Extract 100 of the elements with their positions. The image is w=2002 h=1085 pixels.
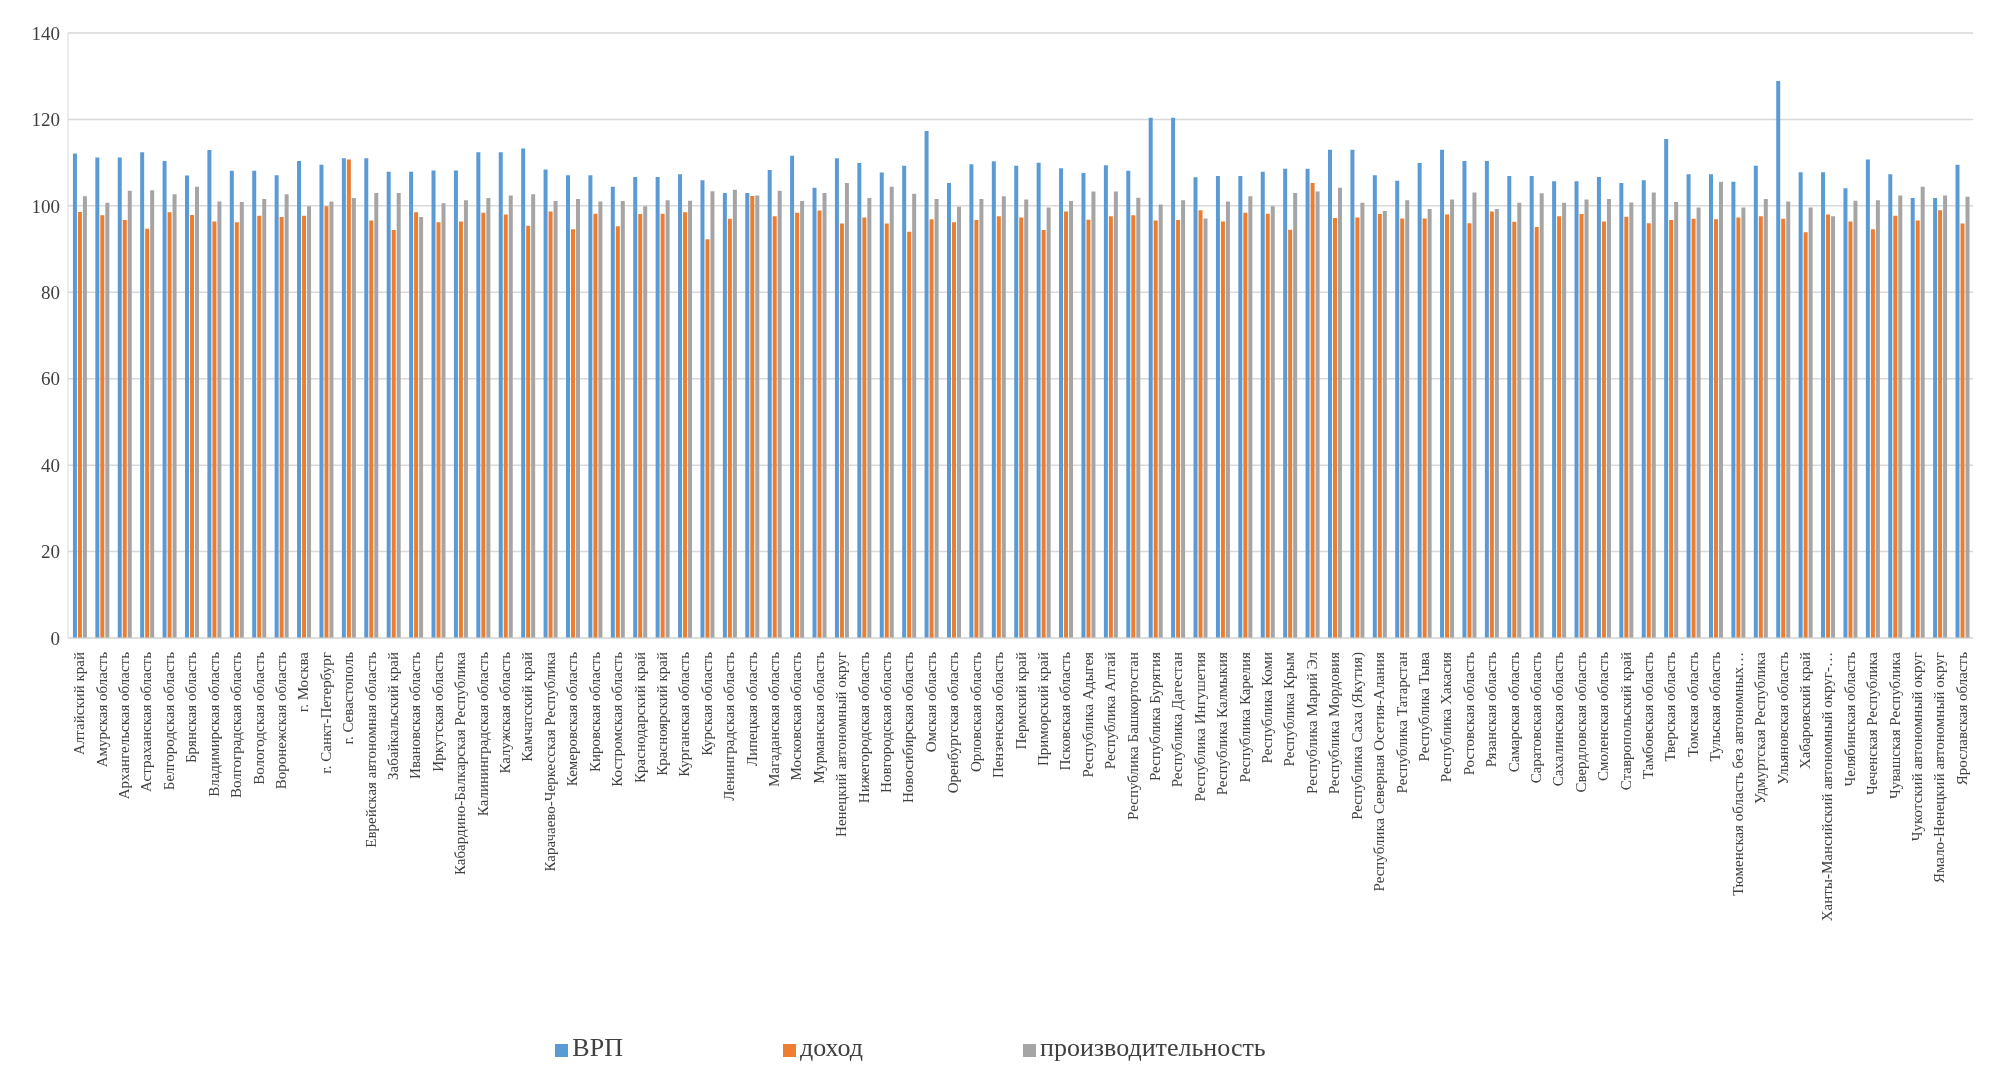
x-tick-label: Приморский край [1034,652,1051,767]
y-tick-label: 40 [41,454,60,476]
bar [1086,219,1091,638]
bar [1539,193,1544,638]
x-tick-label: Самарская область [1505,651,1522,773]
bar [1225,201,1230,638]
bar [1669,220,1674,638]
bar [912,193,917,638]
bar [1763,198,1768,638]
x-tick-label: Ненецкий автономный округ [833,652,850,837]
bar [1310,182,1315,638]
bar [122,220,127,638]
bar [1215,176,1220,638]
x-tick-label: Новгородская область [878,651,895,793]
bar [105,202,110,638]
bar [1848,221,1853,638]
x-tick-label: Камчатский край [519,652,536,762]
bar [150,190,155,638]
bar [262,198,267,638]
bar [436,222,441,638]
bar [1148,117,1153,638]
bar [1741,207,1746,638]
bar [1664,138,1669,638]
bar [329,201,334,638]
x-tick-label: Алтайский край [71,652,88,755]
bar [1641,180,1646,638]
x-tick-label: Саратовская область [1527,651,1544,784]
bar [82,196,87,638]
bar [1103,165,1108,638]
x-tick-label: Владимирская область [205,651,222,797]
x-tick-label: Томская область [1684,651,1701,757]
x-tick-label: Ямало-Ненецкий автономный округ [1931,652,1948,884]
bar [441,203,446,638]
bar [951,222,956,638]
bar [72,153,77,638]
bar [1467,223,1472,638]
bar [189,214,194,638]
x-tick-label: Республика Ингушетия [1191,651,1208,802]
bar [1606,198,1611,638]
bar [364,158,369,638]
bar [745,192,750,638]
bar [548,211,553,638]
bar [374,192,379,638]
bar [907,231,912,638]
bar [575,198,580,638]
bar [498,152,503,638]
x-tick-label: Калужская область [497,651,514,774]
bar [1512,221,1517,638]
bar [1265,213,1270,638]
bar [140,152,145,638]
bar [1091,191,1096,638]
bar [790,155,795,638]
y-tick-label: 80 [41,282,60,304]
bar [1920,186,1925,638]
bar [1798,172,1803,638]
bar [1552,181,1557,638]
bar [284,194,289,638]
bar [307,206,312,638]
bar [95,157,100,638]
x-tick-label: Смоленская область [1595,651,1612,781]
x-tick-label: Чеченская Республика [1864,651,1881,795]
bar [1305,168,1310,638]
bar [678,174,683,638]
x-tick-label: Нижегородская область [855,651,872,804]
bar [1843,188,1848,638]
bar [117,157,122,638]
bar [1826,214,1831,638]
bar [77,211,82,638]
bar [1865,159,1870,638]
bar [1646,223,1651,638]
bar [508,195,513,638]
legend-label: ВРП [572,1033,623,1062]
bar [969,164,974,638]
bar [207,150,212,638]
bar [929,219,934,638]
bar [1507,176,1512,638]
bar [1198,210,1203,638]
bar [615,226,620,638]
bar [1024,199,1029,638]
bar [588,175,593,638]
x-tick-label: Ульяновская область [1774,651,1791,785]
x-tick-label: Липецкая область [743,651,760,767]
bar [391,230,396,638]
bar [521,148,526,638]
bar [1888,174,1893,638]
bar [1427,208,1432,638]
bar [800,201,805,638]
x-tick-label: Красноярский край [653,652,670,776]
bar [503,214,508,638]
x-tick-label: Вологодская область [250,651,267,785]
bar [1113,191,1118,638]
bar [369,220,374,638]
x-tick-label: Белгородская область [160,651,177,791]
bar [620,201,625,638]
x-tick-label: Пензенская область [990,651,1007,779]
x-tick-label: Брянская область [183,651,200,764]
bar [683,212,688,638]
bar [834,158,839,638]
bar [1619,182,1624,638]
bar [1283,168,1288,638]
